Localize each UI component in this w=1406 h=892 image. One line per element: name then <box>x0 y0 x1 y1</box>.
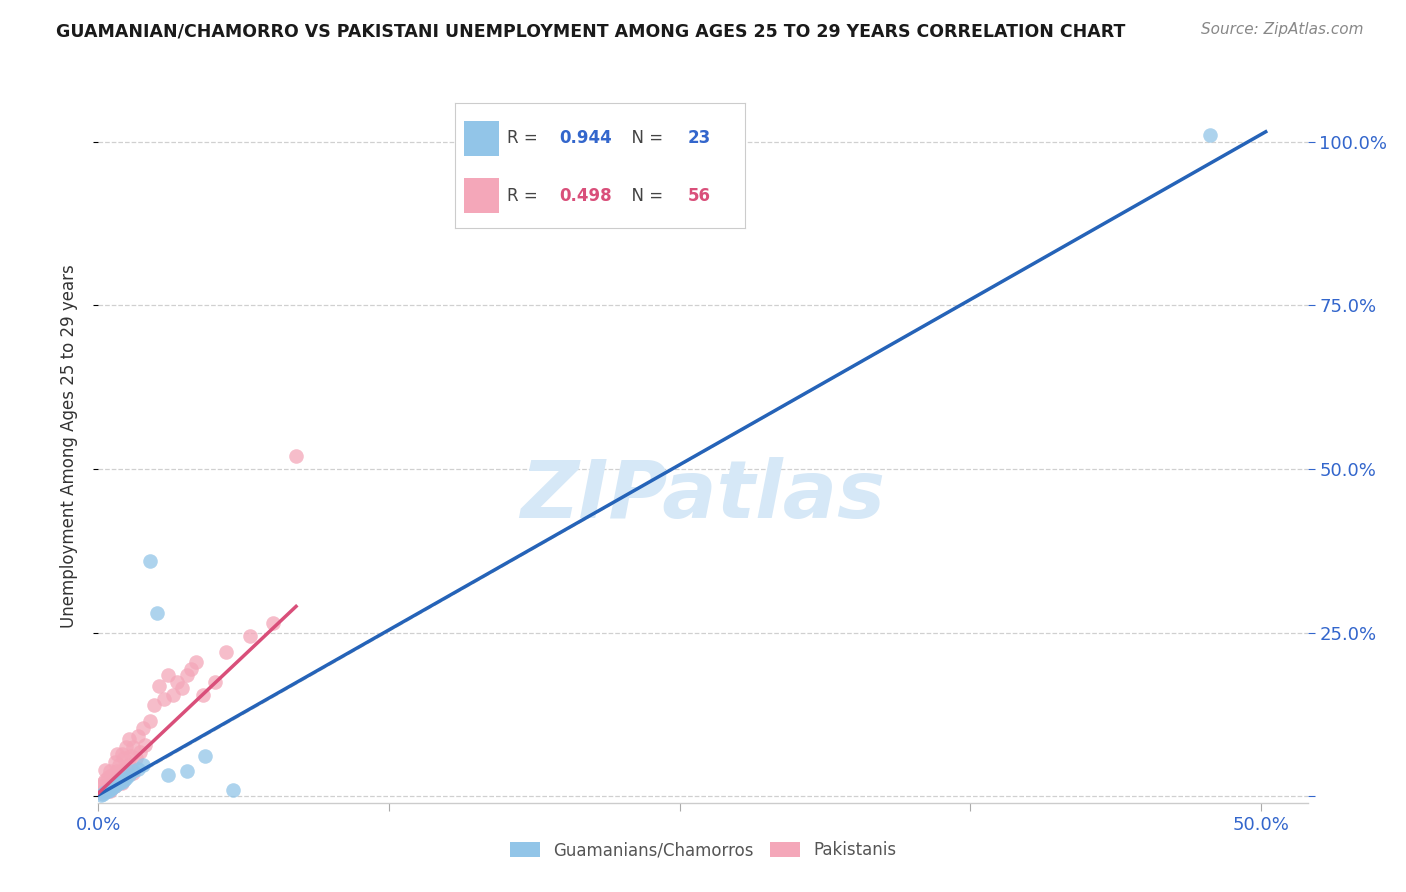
Point <box>157 668 180 682</box>
Point <box>122 764 145 779</box>
Point <box>101 777 124 791</box>
Point <box>143 698 166 712</box>
Text: GUAMANIAN/CHAMORRO VS PAKISTANI UNEMPLOYMENT AMONG AGES 25 TO 29 YEARS CORRELATI: GUAMANIAN/CHAMORRO VS PAKISTANI UNEMPLOY… <box>56 22 1126 40</box>
Point <box>148 679 170 693</box>
Point <box>94 763 117 777</box>
Point <box>105 747 128 761</box>
Point <box>97 784 120 798</box>
Point <box>104 780 127 794</box>
Point <box>239 629 262 643</box>
Point <box>94 772 117 787</box>
Point <box>285 449 308 463</box>
Point <box>101 768 124 782</box>
Point <box>166 674 188 689</box>
Point <box>262 615 284 630</box>
Legend: Guamanians/Chamorros, Pakistanis: Guamanians/Chamorros, Pakistanis <box>503 835 903 866</box>
Point <box>98 776 121 790</box>
Point <box>91 784 114 798</box>
Point <box>111 747 134 761</box>
Point <box>184 655 207 669</box>
Point <box>105 775 128 789</box>
Point <box>122 766 145 780</box>
Point <box>131 721 153 735</box>
Point <box>129 745 152 759</box>
Point <box>108 776 131 790</box>
Point <box>108 771 131 785</box>
Point <box>104 770 127 784</box>
Point <box>90 788 112 802</box>
Point <box>204 674 226 689</box>
Point <box>105 777 128 791</box>
Point <box>152 692 174 706</box>
Point <box>118 757 141 772</box>
Point <box>90 780 112 794</box>
Point <box>111 775 134 789</box>
Point <box>127 729 149 743</box>
Point <box>176 764 198 779</box>
Point <box>94 782 117 797</box>
Point <box>111 776 134 790</box>
Point <box>94 785 117 799</box>
Point <box>131 757 153 772</box>
Point <box>162 688 184 702</box>
Point <box>120 748 142 763</box>
Point <box>138 553 160 567</box>
Point <box>215 645 238 659</box>
Point <box>127 762 149 776</box>
Point <box>111 764 134 779</box>
Point <box>122 740 145 755</box>
Point <box>222 782 245 797</box>
Point <box>157 768 180 782</box>
Point <box>104 780 127 794</box>
Point <box>101 781 124 796</box>
Point <box>115 771 138 785</box>
Point <box>145 606 167 620</box>
Point <box>118 731 141 746</box>
Point <box>115 740 138 755</box>
Point <box>90 786 112 800</box>
Point <box>1199 128 1222 142</box>
Point <box>105 764 128 779</box>
Point <box>91 787 114 801</box>
Point <box>112 772 135 787</box>
Point <box>112 768 135 782</box>
Point <box>194 748 217 763</box>
Y-axis label: Unemployment Among Ages 25 to 29 years: Unemployment Among Ages 25 to 29 years <box>59 264 77 628</box>
Text: ZIPatlas: ZIPatlas <box>520 457 886 535</box>
Point <box>138 714 160 728</box>
Point <box>176 668 198 682</box>
Point <box>172 681 194 696</box>
Point <box>112 751 135 765</box>
Point <box>115 762 138 776</box>
Point <box>180 662 202 676</box>
Point <box>98 784 121 798</box>
Point <box>191 688 214 702</box>
Point <box>124 751 146 765</box>
Point <box>134 738 156 752</box>
Point <box>108 757 131 772</box>
Point <box>104 755 127 769</box>
Point <box>98 764 121 779</box>
Point <box>98 782 121 797</box>
Point <box>97 780 120 794</box>
Point <box>91 776 114 790</box>
Point <box>97 770 120 784</box>
Text: Source: ZipAtlas.com: Source: ZipAtlas.com <box>1201 22 1364 37</box>
Point <box>118 768 141 782</box>
